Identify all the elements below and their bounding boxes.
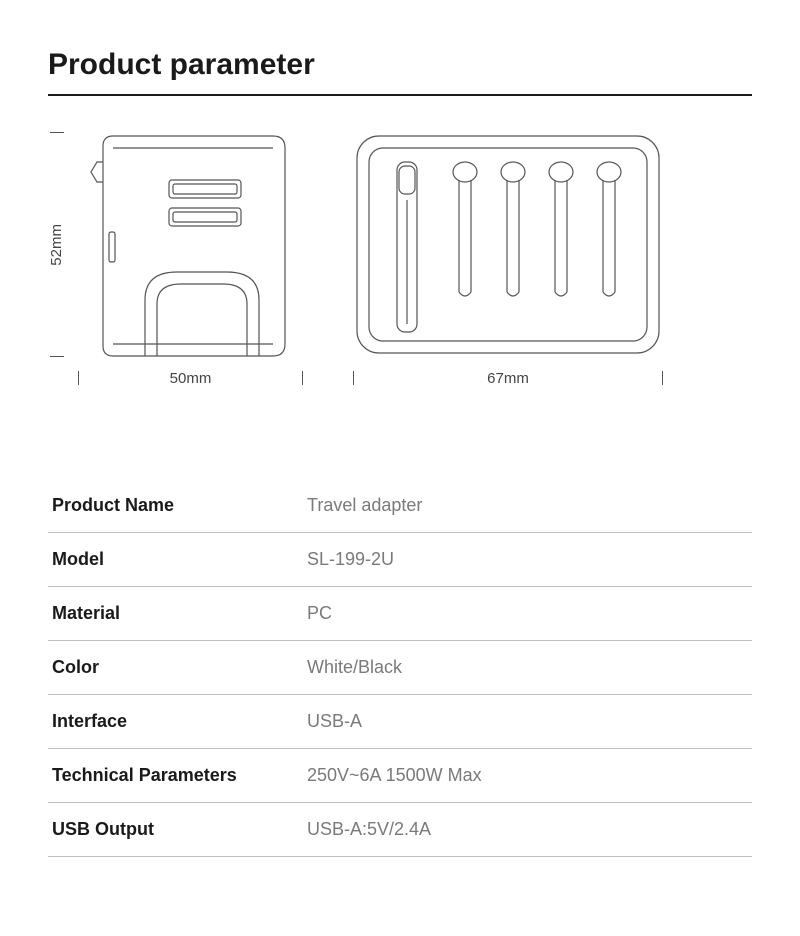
spec-label: Material xyxy=(48,587,303,641)
spec-value: USB-A:5V/2.4A xyxy=(303,803,752,857)
spec-value: USB-A xyxy=(303,695,752,749)
spec-value: PC xyxy=(303,587,752,641)
height-measure: 52mm xyxy=(48,132,65,357)
spec-value: White/Black xyxy=(303,641,752,695)
width-label-left: 50mm xyxy=(79,370,302,387)
spec-label: Color xyxy=(48,641,303,695)
table-row: ColorWhite/Black xyxy=(48,641,752,695)
spec-label: Model xyxy=(48,533,303,587)
table-row: Technical Parameters250V~6A 1500W Max xyxy=(48,749,752,803)
side-view-drawing xyxy=(73,132,303,357)
width-measure-right: 67mm xyxy=(353,367,663,389)
spec-value: 250V~6A 1500W Max xyxy=(303,749,752,803)
spec-label: Product Name xyxy=(48,479,303,533)
spec-value: SL-199-2U xyxy=(303,533,752,587)
top-view-drawing xyxy=(353,132,663,357)
spec-value: Travel adapter xyxy=(303,479,752,533)
diagram-right: 67mm xyxy=(353,132,663,389)
width-label-right: 67mm xyxy=(354,370,662,387)
table-row: InterfaceUSB-A xyxy=(48,695,752,749)
table-row: ModelSL-199-2U xyxy=(48,533,752,587)
spec-label: Interface xyxy=(48,695,303,749)
table-row: MaterialPC xyxy=(48,587,752,641)
spec-label: USB Output xyxy=(48,803,303,857)
height-label: 52mm xyxy=(48,224,65,266)
spec-table: Product NameTravel adapterModelSL-199-2U… xyxy=(48,479,752,857)
page-title: Product parameter xyxy=(48,48,752,96)
diagram-row: 52mm xyxy=(48,132,752,389)
spec-label: Technical Parameters xyxy=(48,749,303,803)
table-row: USB OutputUSB-A:5V/2.4A xyxy=(48,803,752,857)
diagram-left: 52mm xyxy=(48,132,303,389)
width-measure-left: 50mm xyxy=(48,367,303,389)
table-row: Product NameTravel adapter xyxy=(48,479,752,533)
